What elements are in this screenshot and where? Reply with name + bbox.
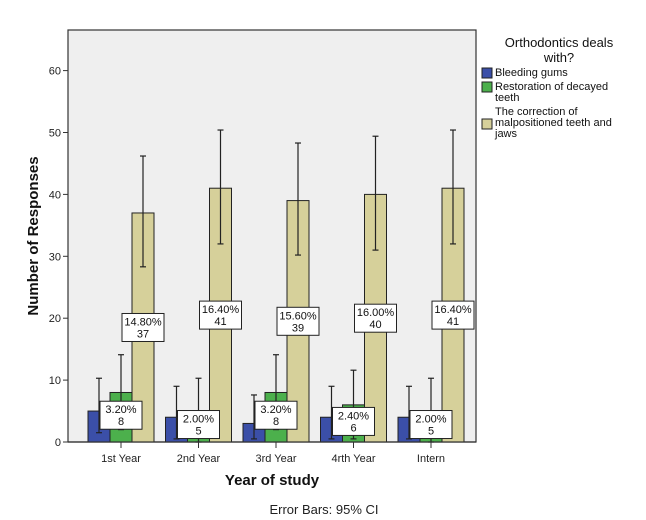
data-label-box bbox=[354, 303, 397, 333]
data-label-count: 41 bbox=[214, 316, 226, 328]
data-label-box bbox=[199, 300, 242, 330]
data-label-count: 5 bbox=[195, 426, 201, 438]
y-tick-label: 60 bbox=[49, 66, 61, 78]
legend-label: teeth bbox=[495, 92, 519, 104]
data-label-percent: 16.40% bbox=[202, 304, 240, 316]
data-label-percent: 3.20% bbox=[260, 404, 291, 416]
data-label-box bbox=[121, 312, 165, 342]
data-label-count: 41 bbox=[447, 316, 459, 328]
plot-area bbox=[67, 29, 477, 443]
data-label-count: 5 bbox=[428, 426, 434, 438]
y-tick-label: 40 bbox=[49, 189, 61, 201]
axes: 0 10 20 30 40 50 60 1st Year 2nd Year 3rd Year 4rt… bbox=[49, 66, 476, 465]
y-axis-title: Number of Responses bbox=[25, 156, 42, 315]
data-label-percent: 16.00% bbox=[357, 307, 395, 319]
y-tick-label: 30 bbox=[49, 251, 61, 263]
x-axis-title: Year of study bbox=[225, 472, 320, 489]
x-tick-label: 2nd Year bbox=[177, 453, 221, 465]
legend-label: Restoration of decayed bbox=[495, 81, 608, 93]
data-label-box bbox=[332, 406, 375, 436]
y-tick-label: 50 bbox=[49, 128, 61, 140]
data-label-percent: 3.20% bbox=[105, 404, 136, 416]
footnote: Error Bars: 95% CI bbox=[269, 502, 378, 517]
legend-label: malpositioned teeth and bbox=[495, 117, 612, 129]
legend-label: jaws bbox=[494, 128, 518, 140]
data-label-count: 40 bbox=[369, 319, 381, 331]
data-label-count: 39 bbox=[292, 322, 304, 334]
data-label-box bbox=[276, 306, 320, 336]
data-label-percent: 2.40% bbox=[338, 410, 369, 422]
y-tick-label: 20 bbox=[49, 313, 61, 325]
legend-swatch bbox=[481, 81, 493, 93]
legend-label: The correction of bbox=[495, 106, 578, 118]
data-label-count: 8 bbox=[273, 416, 279, 428]
legend-label: Bleeding gums bbox=[495, 67, 568, 79]
data-label-percent: 15.60% bbox=[279, 310, 317, 322]
x-tick-label: Intern bbox=[417, 453, 445, 465]
data-label-percent: 2.00% bbox=[183, 414, 214, 426]
legend-swatch bbox=[481, 118, 493, 130]
x-tick-label: 1st Year bbox=[101, 453, 141, 465]
y-tick-label: 0 bbox=[55, 437, 61, 449]
data-label-box bbox=[99, 400, 143, 430]
data-label-percent: 2.00% bbox=[415, 414, 446, 426]
legend-swatch bbox=[481, 67, 493, 79]
legend-title: with? bbox=[543, 50, 574, 65]
data-label-count: 37 bbox=[137, 328, 149, 340]
data-label-box bbox=[177, 410, 220, 440]
data-label-count: 6 bbox=[350, 422, 356, 434]
chart-marks: 3.20%814.80%372.00%516.40%413.20%815.60%… bbox=[87, 129, 475, 443]
x-tick-label: 3rd Year bbox=[256, 453, 297, 465]
data-label-percent: 14.80% bbox=[124, 316, 162, 328]
legend-title: Orthodontics deals bbox=[505, 35, 614, 50]
x-tick-label: 4rth Year bbox=[331, 453, 375, 465]
data-label-box bbox=[409, 410, 453, 440]
data-label-percent: 16.40% bbox=[434, 304, 472, 316]
data-label-box bbox=[431, 300, 475, 330]
data-label-count: 8 bbox=[118, 416, 124, 428]
data-label-box bbox=[254, 400, 298, 430]
y-tick-label: 10 bbox=[49, 375, 61, 387]
